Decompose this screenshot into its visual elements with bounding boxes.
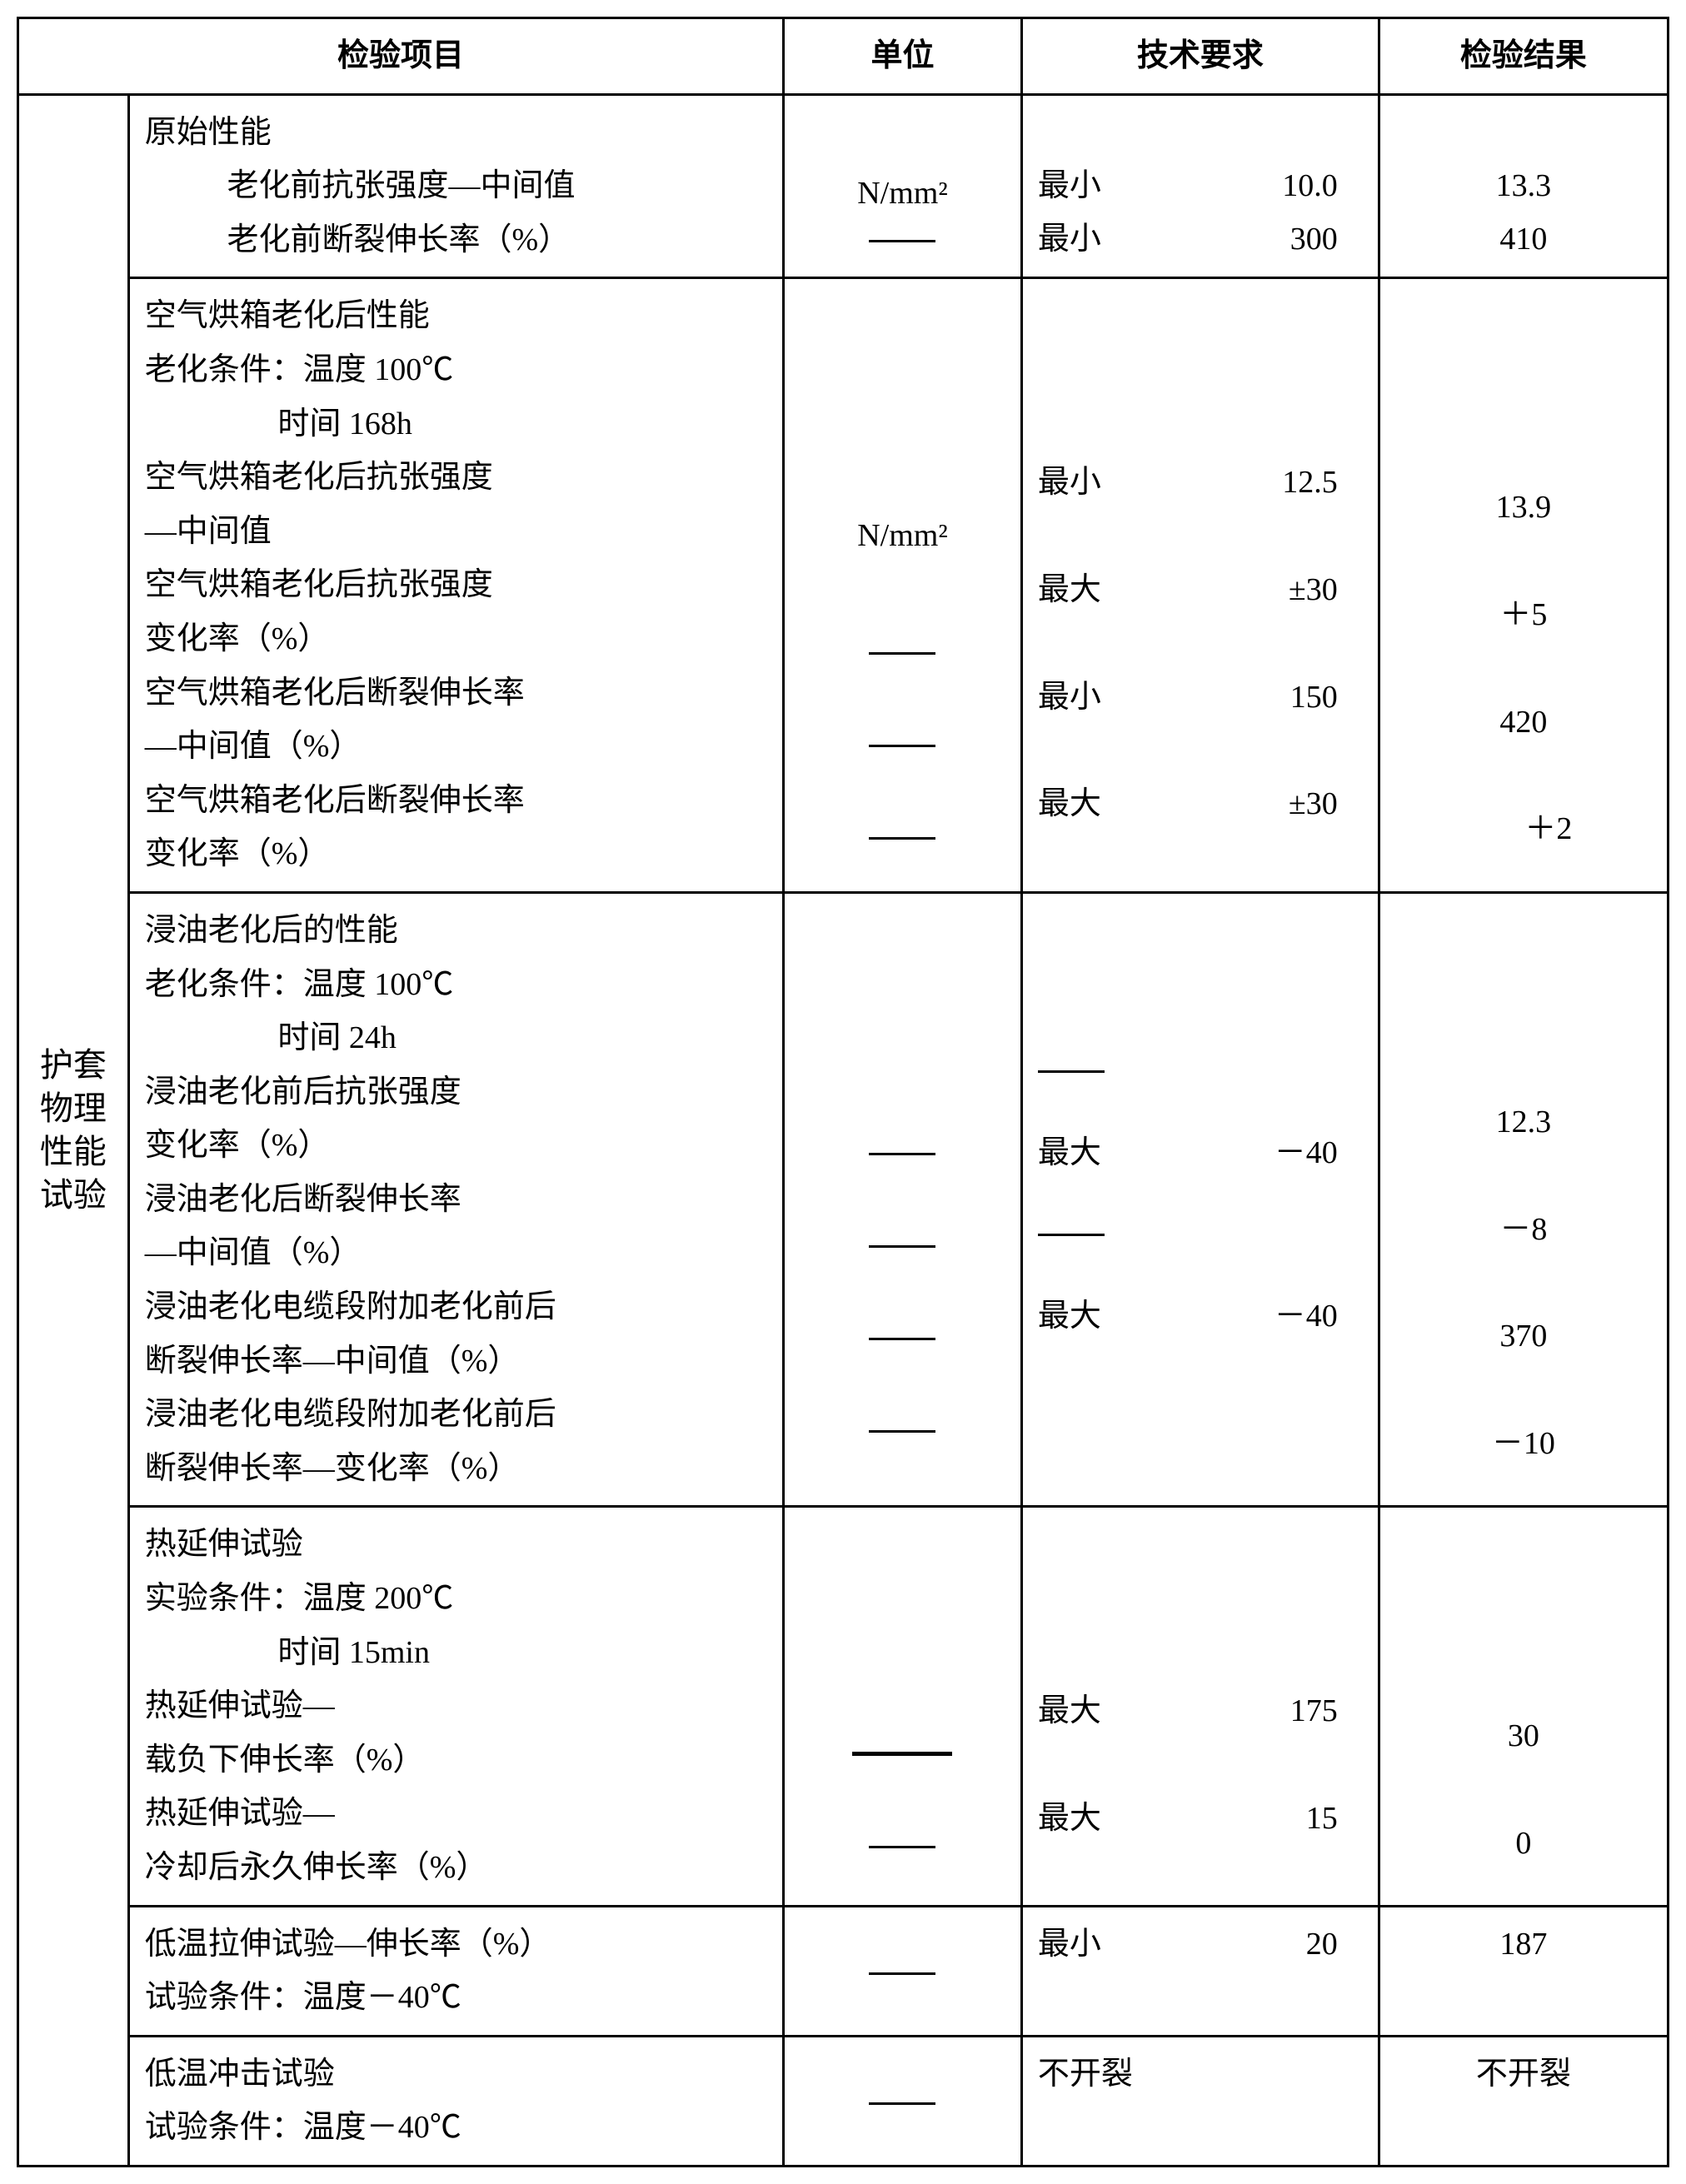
dash-icon	[869, 1972, 935, 1975]
cold-impact-unit	[784, 2036, 1022, 2166]
dash-icon	[869, 1153, 935, 1155]
hdr-item: 检验项目	[18, 18, 784, 95]
dash-icon	[869, 1846, 935, 1848]
cold-stretch-unit	[784, 1906, 1022, 2036]
row-hot: 热延伸试验 实验条件：温度 200℃ 时间 15min 热延伸试验— 载负下伸长…	[18, 1507, 1669, 1906]
dash-icon	[869, 1430, 935, 1433]
hdr-result: 检验结果	[1379, 18, 1668, 95]
dash-icon	[869, 652, 935, 655]
oil-result: 12.3 －8 370 －10	[1379, 892, 1668, 1507]
row-cold-stretch: 低温拉伸试验—伸长率（%） 试验条件：温度－40℃ 最小20 187	[18, 1906, 1669, 2036]
cold-impact-desc: 低温冲击试验 试验条件：温度－40℃	[128, 2036, 783, 2166]
hot-unit	[784, 1507, 1022, 1906]
cold-impact-req: 不开裂	[1021, 2036, 1379, 2166]
row-cold-impact: 低温冲击试验 试验条件：温度－40℃ 不开裂 不开裂	[18, 2036, 1669, 2166]
air-oven-desc: 空气烘箱老化后性能 老化条件：温度 100℃ 时间 168h 空气烘箱老化后抗张…	[128, 278, 783, 893]
hdr-unit: 单位	[784, 18, 1022, 95]
dash-icon	[852, 1752, 952, 1756]
oil-desc: 浸油老化后的性能 老化条件：温度 100℃ 时间 24h 浸油老化前后抗张强度 …	[128, 892, 783, 1507]
air-oven-req: 最小12.5 最大±30 最小150 最大±30	[1021, 278, 1379, 893]
oil-req: 最大－40 最大－40	[1021, 892, 1379, 1507]
dash-icon	[869, 1245, 935, 1248]
dash-icon	[1038, 1234, 1105, 1236]
original-result: 13.3 410	[1379, 94, 1668, 278]
hot-result: 30 0	[1379, 1507, 1668, 1906]
cold-impact-result: 不开裂	[1379, 2036, 1668, 2166]
original-req: 最小10.0 最小300	[1021, 94, 1379, 278]
dash-icon	[869, 1338, 935, 1340]
dash-icon	[869, 745, 935, 747]
row-oil: 浸油老化后的性能 老化条件：温度 100℃ 时间 24h 浸油老化前后抗张强度 …	[18, 892, 1669, 1507]
header-row: 检验项目 单位 技术要求 检验结果	[18, 18, 1669, 95]
row-air-oven: 空气烘箱老化后性能 老化条件：温度 100℃ 时间 168h 空气烘箱老化后抗张…	[18, 278, 1669, 893]
original-desc: 原始性能 老化前抗张强度—中间值 老化前断裂伸长率（%）	[128, 94, 783, 278]
hdr-req: 技术要求	[1021, 18, 1379, 95]
inspection-table: 检验项目 单位 技术要求 检验结果 护套 物理 性能 试验 原始性能 老化前抗张…	[17, 17, 1669, 2167]
dash-icon	[869, 2102, 935, 2105]
row-original: 护套 物理 性能 试验 原始性能 老化前抗张强度—中间值 老化前断裂伸长率（%）…	[18, 94, 1669, 278]
cold-stretch-desc: 低温拉伸试验—伸长率（%） 试验条件：温度－40℃	[128, 1906, 783, 2036]
cold-stretch-req: 最小20	[1021, 1906, 1379, 2036]
hot-desc: 热延伸试验 实验条件：温度 200℃ 时间 15min 热延伸试验— 载负下伸长…	[128, 1507, 783, 1906]
dash-icon	[869, 240, 935, 242]
air-oven-unit: N/mm²	[784, 278, 1022, 893]
hot-req: 最大175 最大15	[1021, 1507, 1379, 1906]
oil-unit	[784, 892, 1022, 1507]
dash-icon	[1038, 1070, 1105, 1073]
cold-stretch-result: 187	[1379, 1906, 1668, 2036]
sheath-test-label: 护套 物理 性能 试验	[18, 94, 129, 2166]
original-unit: N/mm²	[784, 94, 1022, 278]
dash-icon	[869, 837, 935, 840]
air-oven-result: 13.9 ＋5 420 ＋2	[1379, 278, 1668, 893]
